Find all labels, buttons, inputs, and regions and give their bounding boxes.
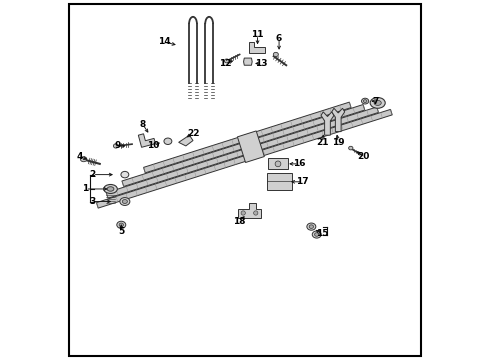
Text: 6: 6 [276,34,282,43]
Polygon shape [97,109,392,208]
Ellipse shape [273,52,278,57]
Ellipse shape [312,231,321,238]
Ellipse shape [113,144,119,148]
Text: 10: 10 [147,141,160,150]
Text: 4: 4 [76,152,82,161]
Ellipse shape [117,221,126,228]
Polygon shape [269,158,288,169]
Text: 2: 2 [90,170,96,179]
Text: 18: 18 [233,217,246,226]
Polygon shape [237,131,264,162]
Ellipse shape [104,184,117,193]
Text: 9: 9 [115,141,121,150]
Ellipse shape [315,233,319,236]
Text: 22: 22 [187,129,199,138]
Polygon shape [248,42,265,53]
Ellipse shape [121,171,129,178]
Ellipse shape [374,100,381,105]
Polygon shape [138,134,155,147]
Text: 5: 5 [118,228,124,237]
Polygon shape [332,108,344,132]
Text: 15: 15 [316,229,328,238]
Circle shape [275,161,281,167]
Polygon shape [144,102,351,173]
Polygon shape [106,107,378,198]
Text: 20: 20 [357,152,369,161]
Ellipse shape [164,138,172,144]
Polygon shape [321,112,334,135]
Text: 13: 13 [255,59,268,68]
Circle shape [241,211,245,215]
Circle shape [254,211,258,215]
Ellipse shape [370,98,385,108]
Text: 21: 21 [316,138,328,147]
Ellipse shape [364,100,367,103]
Text: 17: 17 [296,177,309,186]
Ellipse shape [309,225,314,228]
Text: 19: 19 [332,138,344,147]
Ellipse shape [224,59,229,63]
Text: 11: 11 [251,30,264,39]
Ellipse shape [107,187,114,191]
Ellipse shape [349,146,353,150]
Ellipse shape [362,98,368,104]
Text: 14: 14 [158,37,171,46]
Text: 1: 1 [82,184,89,193]
Polygon shape [238,203,261,218]
Polygon shape [179,135,193,146]
Text: 8: 8 [140,120,146,129]
Text: 3: 3 [90,197,96,206]
Ellipse shape [122,199,127,203]
Polygon shape [122,104,365,186]
Ellipse shape [307,223,316,230]
Ellipse shape [80,157,87,162]
Text: 16: 16 [293,159,305,168]
Polygon shape [267,173,292,190]
Text: 12: 12 [219,59,232,68]
Text: 7: 7 [373,96,379,105]
Ellipse shape [119,223,123,226]
Polygon shape [244,58,252,65]
Ellipse shape [120,198,130,206]
